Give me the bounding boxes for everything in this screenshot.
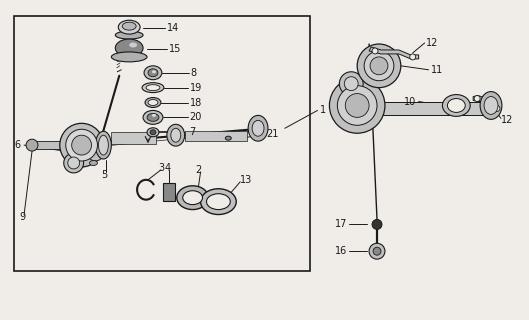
Bar — [359, 101, 486, 116]
Circle shape — [474, 96, 480, 101]
Text: 21: 21 — [266, 129, 278, 139]
Ellipse shape — [448, 99, 465, 112]
Circle shape — [372, 220, 382, 229]
Bar — [14, 16, 309, 271]
Ellipse shape — [146, 85, 160, 91]
Ellipse shape — [225, 136, 231, 140]
Text: 16: 16 — [335, 246, 347, 256]
Text: 9: 9 — [19, 212, 25, 222]
Ellipse shape — [143, 110, 163, 124]
Text: 18: 18 — [190, 98, 202, 108]
Ellipse shape — [152, 70, 156, 73]
Ellipse shape — [145, 98, 161, 108]
Ellipse shape — [147, 128, 159, 137]
Text: 3: 3 — [158, 163, 164, 173]
Text: 6: 6 — [14, 140, 20, 150]
Circle shape — [68, 157, 80, 169]
Ellipse shape — [115, 39, 143, 57]
Text: 12: 12 — [501, 115, 513, 125]
Ellipse shape — [480, 92, 502, 119]
Ellipse shape — [248, 116, 268, 141]
Text: 8: 8 — [190, 68, 197, 78]
Ellipse shape — [167, 124, 185, 146]
Circle shape — [60, 123, 103, 167]
Circle shape — [26, 139, 38, 151]
Bar — [111, 132, 156, 144]
Ellipse shape — [150, 130, 156, 135]
Bar — [334, 100, 356, 110]
Circle shape — [64, 153, 84, 173]
Text: 5: 5 — [101, 170, 107, 180]
Text: 20: 20 — [190, 112, 202, 122]
Ellipse shape — [484, 97, 498, 114]
Text: 12: 12 — [426, 38, 438, 48]
Ellipse shape — [95, 131, 111, 159]
Text: 14: 14 — [167, 23, 179, 33]
Ellipse shape — [148, 100, 158, 106]
Circle shape — [410, 54, 416, 60]
Text: 10: 10 — [404, 97, 417, 107]
Text: 13: 13 — [240, 175, 252, 185]
Ellipse shape — [147, 113, 159, 121]
Circle shape — [338, 86, 377, 125]
Ellipse shape — [122, 22, 136, 30]
Text: 17: 17 — [335, 220, 347, 229]
Circle shape — [330, 78, 385, 133]
Ellipse shape — [200, 189, 236, 214]
Ellipse shape — [152, 114, 156, 117]
Circle shape — [345, 93, 369, 117]
Ellipse shape — [148, 69, 158, 77]
Circle shape — [372, 48, 378, 54]
Circle shape — [66, 129, 97, 161]
Circle shape — [357, 44, 401, 88]
Text: 11: 11 — [431, 65, 443, 75]
Ellipse shape — [183, 191, 203, 204]
Text: 2: 2 — [195, 165, 202, 175]
Ellipse shape — [118, 20, 140, 34]
Polygon shape — [473, 96, 501, 110]
Text: 4: 4 — [165, 163, 171, 173]
Circle shape — [87, 145, 103, 161]
Ellipse shape — [252, 120, 264, 136]
Circle shape — [344, 77, 358, 91]
Circle shape — [72, 135, 92, 155]
Ellipse shape — [111, 52, 147, 62]
Text: 19: 19 — [190, 83, 202, 92]
Polygon shape — [369, 47, 418, 59]
Ellipse shape — [129, 43, 137, 47]
Ellipse shape — [115, 31, 143, 39]
Ellipse shape — [89, 161, 97, 165]
Bar — [32, 141, 81, 149]
Text: 1: 1 — [320, 105, 326, 116]
Circle shape — [339, 72, 363, 96]
Bar — [185, 131, 247, 141]
Circle shape — [370, 57, 388, 75]
Text: 7: 7 — [190, 127, 196, 137]
Circle shape — [494, 106, 500, 111]
Text: 15: 15 — [169, 44, 181, 54]
Ellipse shape — [206, 194, 230, 210]
Ellipse shape — [177, 186, 208, 210]
Ellipse shape — [171, 128, 181, 142]
Bar — [163, 183, 175, 201]
Ellipse shape — [442, 95, 470, 116]
Circle shape — [364, 51, 394, 81]
Ellipse shape — [98, 135, 108, 155]
Circle shape — [373, 247, 381, 255]
Ellipse shape — [144, 66, 162, 80]
Circle shape — [369, 243, 385, 259]
Ellipse shape — [142, 83, 164, 92]
